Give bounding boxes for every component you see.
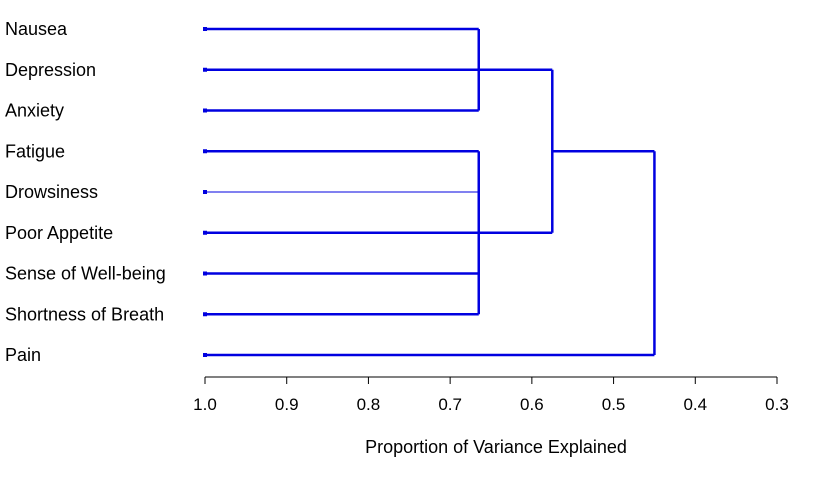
x-tick-label: 0.6	[520, 395, 544, 414]
leaf-label-drowsiness: Drowsiness	[5, 182, 98, 202]
x-tick-label: 0.5	[602, 395, 626, 414]
x-axis: 1.0 0.9 0.8 0.7 0.6 0.5 0.4 0.3	[193, 376, 789, 414]
x-ticks: 1.0 0.9 0.8 0.7 0.6 0.5 0.4 0.3	[193, 377, 789, 414]
x-tick-label: 0.7	[438, 395, 462, 414]
leaf-label-poor-appetite: Poor Appetite	[5, 223, 113, 243]
x-tick-label: 0.3	[765, 395, 789, 414]
leaf-label-fatigue: Fatigue	[5, 141, 65, 161]
leaf-label-sense-of-well-being: Sense of Well-being	[5, 264, 166, 284]
leaf-label-nausea: Nausea	[5, 19, 68, 39]
leaf-labels: Nausea Depression Anxiety Fatigue Drowsiness…	[5, 19, 166, 365]
x-axis-title: Proportion of Variance Explained	[365, 437, 627, 457]
x-tick-label: 1.0	[193, 395, 217, 414]
x-tick-label: 0.9	[275, 395, 299, 414]
leaf-label-pain: Pain	[5, 345, 41, 365]
x-tick-label: 0.4	[683, 395, 707, 414]
x-tick-label: 0.8	[357, 395, 381, 414]
leaf-label-anxiety: Anxiety	[5, 101, 64, 121]
leaf-label-shortness-of-breath: Shortness of Breath	[5, 304, 164, 324]
leaf-label-depression: Depression	[5, 60, 96, 80]
dendrogram-branches	[203, 27, 656, 357]
